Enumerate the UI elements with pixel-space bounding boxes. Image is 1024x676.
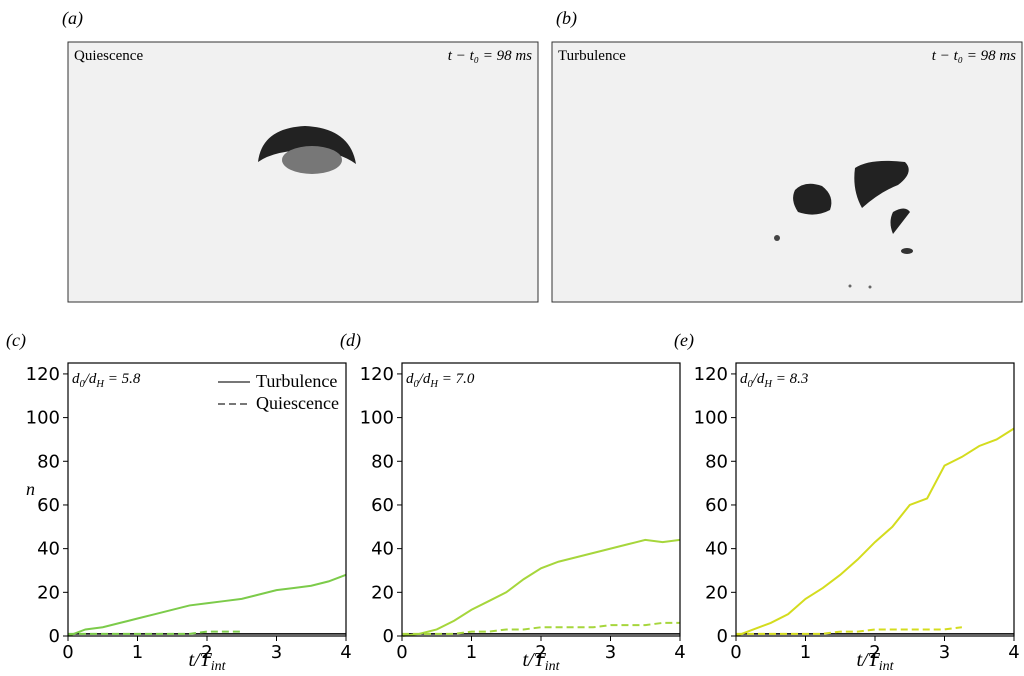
x-tick-label: 3 bbox=[939, 642, 950, 663]
panel-label: (d) bbox=[340, 330, 361, 351]
plot-frame bbox=[735, 362, 1015, 637]
y-tick-label: 120 bbox=[26, 364, 60, 385]
droplet bbox=[258, 126, 356, 164]
plot-frame bbox=[67, 362, 347, 637]
photo bbox=[551, 41, 1023, 303]
y-tick-label: 40 bbox=[705, 539, 728, 560]
series-line bbox=[735, 427, 1015, 637]
label-part: t/T bbox=[856, 649, 880, 671]
y-tick-label: 60 bbox=[705, 495, 728, 516]
y-tick-label: 20 bbox=[37, 582, 60, 603]
x-tick-label: 4 bbox=[1008, 642, 1019, 663]
label-part: /d bbox=[752, 371, 765, 387]
series-line bbox=[68, 630, 242, 635]
y-tick-label: 120 bbox=[360, 364, 394, 385]
fragment bbox=[848, 284, 852, 288]
fragment bbox=[901, 248, 913, 254]
y-tick-label: 40 bbox=[371, 539, 394, 560]
fragment bbox=[890, 208, 910, 234]
label-part: d bbox=[406, 371, 414, 387]
label-part: t/T bbox=[522, 649, 546, 671]
subscript: H bbox=[95, 379, 105, 390]
label-part: = 8.3 bbox=[772, 371, 808, 387]
subscript: int bbox=[545, 659, 561, 671]
panel-label: (e) bbox=[674, 330, 694, 351]
y-tick-label: 80 bbox=[371, 451, 394, 472]
photo-time: t − t₀ = 98 ms bbox=[448, 48, 532, 64]
panel-label: (a) bbox=[62, 8, 83, 29]
label-part: /d bbox=[418, 371, 431, 387]
y-tick-label: 120 bbox=[694, 364, 728, 385]
subscript: int bbox=[211, 659, 227, 671]
subscript: H bbox=[763, 379, 773, 390]
droplet bbox=[282, 146, 342, 174]
x-tick-label: 0 bbox=[62, 642, 73, 663]
fragment bbox=[793, 183, 832, 215]
x-tick-label: 1 bbox=[132, 642, 143, 663]
legend-label: Quiescence bbox=[256, 393, 339, 413]
series-line bbox=[401, 538, 681, 637]
y-tick-label: 100 bbox=[360, 408, 394, 429]
subscript: int bbox=[879, 659, 895, 671]
y-tick-label: 0 bbox=[717, 626, 728, 647]
x-tick-label: 3 bbox=[271, 642, 282, 663]
photo-condition: Turbulence bbox=[558, 48, 626, 64]
subscript: 0 bbox=[80, 379, 86, 390]
label-part: = 5.8 bbox=[104, 371, 141, 387]
y-axis-label: n bbox=[26, 479, 35, 499]
subscript: 0 bbox=[414, 379, 420, 390]
panel-label: (b) bbox=[556, 8, 577, 29]
series-line bbox=[402, 621, 680, 635]
label: d0/dH = 8.3 bbox=[740, 371, 808, 390]
subscript: H bbox=[429, 379, 439, 390]
x-tick-label: 2 bbox=[201, 642, 212, 663]
photo-condition: Quiescence bbox=[74, 48, 143, 64]
label: t/Tint bbox=[856, 649, 894, 671]
label: t/Tint bbox=[188, 649, 226, 671]
legend-label: Turbulence bbox=[256, 371, 337, 391]
label-part: t/T bbox=[188, 649, 212, 671]
x-tick-label: 4 bbox=[340, 642, 351, 663]
fragment bbox=[774, 235, 780, 241]
x-tick-label: 2 bbox=[869, 642, 880, 663]
label-part: = 7.0 bbox=[438, 371, 475, 387]
y-tick-label: 80 bbox=[705, 451, 728, 472]
label-part: /d bbox=[84, 371, 97, 387]
y-tick-label: 0 bbox=[383, 626, 394, 647]
label: t/Tint bbox=[522, 649, 560, 671]
y-tick-label: 0 bbox=[49, 626, 60, 647]
x-tick-label: 4 bbox=[674, 642, 685, 663]
y-tick-label: 40 bbox=[37, 539, 60, 560]
y-tick-label: 80 bbox=[37, 451, 60, 472]
y-tick-label: 60 bbox=[371, 495, 394, 516]
y-tick-label: 100 bbox=[26, 408, 60, 429]
y-tick-label: 20 bbox=[705, 582, 728, 603]
series-line bbox=[67, 573, 347, 637]
label: d0/dH = 7.0 bbox=[406, 371, 475, 390]
fragment bbox=[854, 160, 909, 208]
photo-time: t − t₀ = 98 ms bbox=[932, 48, 1016, 64]
panel-label: (c) bbox=[6, 330, 26, 351]
subscript: 0 bbox=[748, 379, 754, 390]
label-part: d bbox=[72, 371, 80, 387]
plot-frame bbox=[401, 362, 681, 637]
x-tick-label: 2 bbox=[535, 642, 546, 663]
x-tick-label: 0 bbox=[730, 642, 741, 663]
x-tick-label: 1 bbox=[800, 642, 811, 663]
label: d0/dH = 5.8 bbox=[72, 371, 141, 390]
x-tick-label: 3 bbox=[605, 642, 616, 663]
x-tick-label: 1 bbox=[466, 642, 477, 663]
label-part: d bbox=[740, 371, 748, 387]
series-line bbox=[736, 626, 962, 635]
x-tick-label: 0 bbox=[396, 642, 407, 663]
fragment bbox=[868, 285, 872, 289]
y-tick-label: 60 bbox=[37, 495, 60, 516]
y-tick-label: 100 bbox=[694, 408, 728, 429]
y-tick-label: 20 bbox=[371, 582, 394, 603]
